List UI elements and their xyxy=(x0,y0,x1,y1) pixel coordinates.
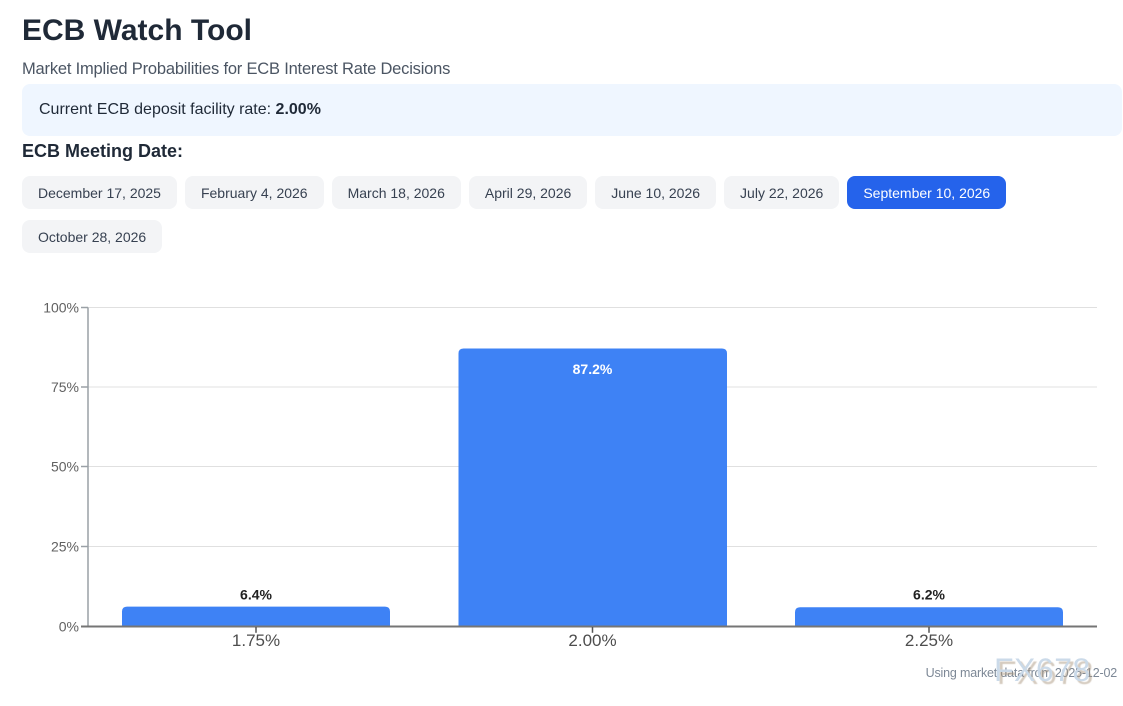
svg-text:0%: 0% xyxy=(59,619,79,635)
svg-text:75%: 75% xyxy=(51,379,79,395)
svg-text:6.4%: 6.4% xyxy=(240,587,272,603)
svg-text:2.25%: 2.25% xyxy=(905,631,953,650)
svg-text:1.75%: 1.75% xyxy=(232,631,280,650)
svg-text:2.00%: 2.00% xyxy=(568,631,616,650)
svg-text:87.2%: 87.2% xyxy=(573,361,613,377)
svg-text:25%: 25% xyxy=(51,539,79,555)
svg-text:6.2%: 6.2% xyxy=(913,587,945,603)
svg-text:50%: 50% xyxy=(51,459,79,475)
svg-text:100%: 100% xyxy=(43,300,79,316)
